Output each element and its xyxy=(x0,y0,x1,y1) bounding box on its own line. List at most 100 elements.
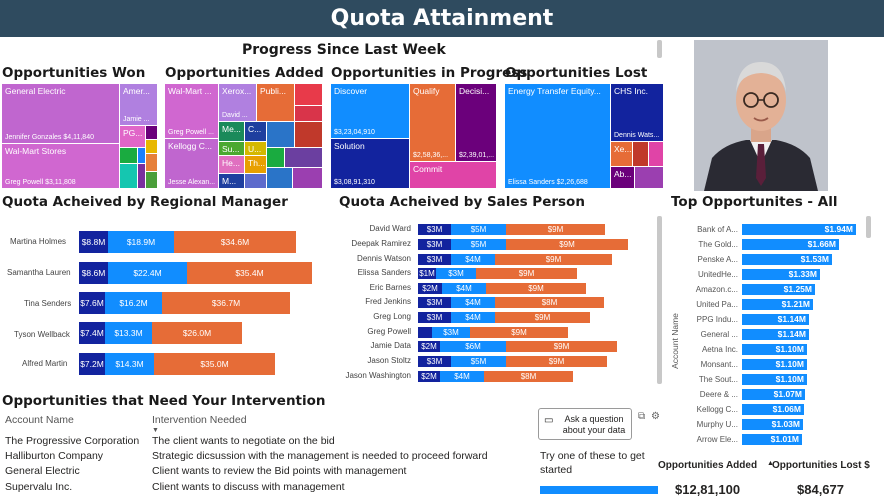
bar[interactable]: $1.01M xyxy=(742,434,802,445)
treemap-tile[interactable]: C... xyxy=(245,122,267,142)
bar-label: The Gold... xyxy=(698,240,738,249)
bar[interactable]: $1.03M xyxy=(742,419,803,430)
bar[interactable]: $1.10M xyxy=(742,344,807,355)
treemap-tile[interactable]: Publi... xyxy=(257,84,295,122)
bar-row[interactable]: $3M $5M $9M xyxy=(418,356,607,367)
added-treemap[interactable]: Wal-Mart ... Greg Powell ... Kellogg C..… xyxy=(165,84,323,189)
bar[interactable]: $1.07M xyxy=(742,389,805,400)
treemap-tile[interactable] xyxy=(138,148,146,164)
treemap-tile[interactable]: Xe... xyxy=(611,142,633,167)
treemap-tile[interactable]: Amer... Jamie ... xyxy=(120,84,158,126)
treemap-tile[interactable] xyxy=(295,84,323,106)
share-icon[interactable]: ⧉ xyxy=(638,411,646,422)
bar-row[interactable]: $3M $5M $9M xyxy=(418,224,605,235)
treemap-tile[interactable]: M... xyxy=(219,174,245,189)
treemap-tile[interactable]: Qualify $2,58,36,... xyxy=(410,84,456,162)
treemap-tile[interactable] xyxy=(146,172,158,189)
lost-treemap[interactable]: Energy Transfer Equity... Elissa Sanders… xyxy=(505,84,664,189)
treemap-tile[interactable]: U... xyxy=(245,142,267,156)
treemap-tile[interactable]: Ab... xyxy=(611,167,635,189)
treemap-tile[interactable]: Xerox... David ... xyxy=(219,84,257,122)
bar-row[interactable]: $7.4M $13.3M $26.0M xyxy=(79,322,242,344)
salesperson-scrollbar[interactable] xyxy=(657,216,662,384)
treemap-tile[interactable] xyxy=(146,154,158,172)
bar[interactable]: $1.14M xyxy=(742,329,809,340)
won-treemap[interactable]: General Electric Jennifer Gonzales $4,11… xyxy=(2,84,158,189)
top-scrollbar[interactable] xyxy=(866,216,871,238)
treemap-tile[interactable] xyxy=(146,126,158,140)
scrollbar[interactable] xyxy=(657,40,662,58)
treemap-tile[interactable]: Decisi... $2,39,01,... xyxy=(456,84,497,162)
chat-icon: ▭ xyxy=(544,415,554,426)
treemap-tile[interactable]: Discover $3,23,04,910 xyxy=(331,84,410,139)
bar[interactable]: $1.25M xyxy=(742,284,815,295)
treemap-tile[interactable] xyxy=(633,142,649,167)
header-bar: Quota Attainment xyxy=(0,0,884,37)
treemap-tile[interactable] xyxy=(295,106,323,122)
treemap-tile[interactable] xyxy=(138,164,146,189)
tile-label: PG... xyxy=(123,128,143,138)
bar-row[interactable]: $1M $3M $9M xyxy=(418,268,577,279)
bar-row[interactable]: $8.6M $22.4M $35.4M xyxy=(79,262,312,284)
treemap-tile[interactable] xyxy=(267,148,285,168)
treemap-tile[interactable]: General Electric Jennifer Gonzales $4,11… xyxy=(2,84,120,144)
bar[interactable]: $1.10M xyxy=(742,359,807,370)
treemap-tile[interactable] xyxy=(267,168,293,189)
bar-segment-b: $18.9M xyxy=(108,231,174,253)
bar-row[interactable]: $7.6M $16.2M $36.7M xyxy=(79,292,290,314)
treemap-tile[interactable] xyxy=(285,148,323,168)
treemap-tile[interactable] xyxy=(293,168,323,189)
treemap-tile[interactable]: He... xyxy=(219,156,245,174)
treemap-tile[interactable] xyxy=(635,167,664,189)
gear-icon[interactable]: ⚙ xyxy=(651,411,660,422)
bar[interactable]: $1.10M xyxy=(742,374,807,385)
treemap-tile[interactable] xyxy=(267,122,295,148)
qa-suggestion-bar[interactable] xyxy=(540,486,658,494)
regional-chart[interactable]: Martina Holmes $8.8M $18.9M $34.6M Saman… xyxy=(0,214,320,384)
treemap-tile[interactable] xyxy=(649,142,664,167)
treemap-tile[interactable]: CHS Inc. Dennis Wats... xyxy=(611,84,664,142)
bar[interactable]: $1.06M xyxy=(742,404,804,415)
salesperson-chart[interactable]: David Ward $3M $5M $9M Deepak Ramirez $3… xyxy=(330,222,660,387)
progress-treemap[interactable]: Discover $3,23,04,910 Solution $3,08,91,… xyxy=(331,84,497,189)
bar[interactable]: $1.53M xyxy=(742,254,832,265)
treemap-tile[interactable]: Solution $3,08,91,310 xyxy=(331,139,410,189)
bar[interactable]: $1.66M xyxy=(742,239,839,250)
column-header-account[interactable]: Account Name xyxy=(5,414,74,426)
bar[interactable]: $1.94M xyxy=(742,224,856,235)
sort-arrow-icon[interactable]: ▼ xyxy=(152,427,159,434)
bar-row[interactable]: $3M $5M $9M xyxy=(418,239,628,250)
bar[interactable]: $1.33M xyxy=(742,269,820,280)
treemap-tile[interactable]: Me... xyxy=(219,122,245,142)
bar-row[interactable]: $3M $4M $9M xyxy=(418,312,590,323)
bar-row[interactable]: $2M $6M $9M xyxy=(418,341,617,352)
bar-label: Arrow Ele... xyxy=(696,435,738,444)
treemap-tile[interactable]: Energy Transfer Equity... Elissa Sanders… xyxy=(505,84,611,189)
treemap-tile[interactable] xyxy=(146,140,158,154)
treemap-tile[interactable]: Wal-Mart Stores Greg Powell $3,11,808 xyxy=(2,144,120,189)
treemap-tile[interactable]: Wal-Mart ... Greg Powell ... xyxy=(165,84,219,139)
top-chart[interactable]: Bank of A... $1.94M The Gold... $1.66M P… xyxy=(684,224,876,449)
bar-row[interactable]: $8.8M $18.9M $34.6M xyxy=(79,231,296,253)
treemap-tile[interactable]: Commit xyxy=(410,162,497,189)
bar-segment-c: $9M xyxy=(495,254,612,265)
bar-row[interactable]: $2M $4M $8M xyxy=(418,371,573,382)
bar-row[interactable]: $3M $4M $8M xyxy=(418,297,604,308)
bar-row[interactable]: $7.2M $14.3M $35.0M xyxy=(79,353,275,375)
treemap-tile[interactable] xyxy=(120,164,138,189)
bar[interactable]: $1.14M xyxy=(742,314,809,325)
column-header-intervention[interactable]: Intervention Needed xyxy=(152,414,247,426)
treemap-tile[interactable] xyxy=(120,148,138,164)
treemap-tile[interactable]: Th... xyxy=(245,156,267,174)
bar-row[interactable]: $3M $9M xyxy=(418,327,568,338)
treemap-tile[interactable]: Su... xyxy=(219,142,245,156)
bar-row[interactable]: $2M $4M $9M xyxy=(418,283,586,294)
ask-question-button[interactable]: ▭ Ask a question about your data xyxy=(538,408,632,440)
treemap-tile[interactable] xyxy=(245,174,267,189)
bar-segment-b: $4M xyxy=(440,371,484,382)
bar-row[interactable]: $3M $4M $9M xyxy=(418,254,612,265)
treemap-tile[interactable]: Kellogg C... Jesse Alexan... xyxy=(165,139,219,189)
bar[interactable]: $1.21M xyxy=(742,299,813,310)
treemap-tile[interactable] xyxy=(295,122,323,148)
treemap-tile[interactable]: PG... xyxy=(120,126,146,148)
